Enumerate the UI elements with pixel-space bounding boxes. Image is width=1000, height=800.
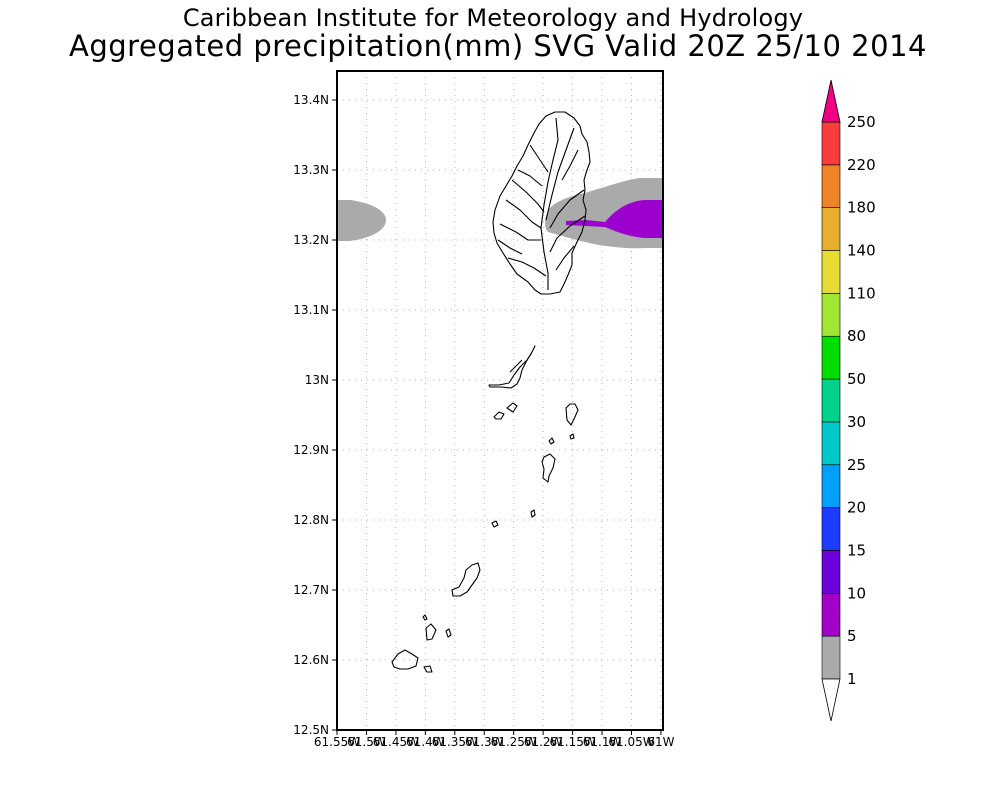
colorbar-label: 1 (847, 670, 857, 688)
colorbar-max-arrow (821, 79, 841, 123)
colorbar-segment (821, 593, 841, 637)
lat-label: 12.8N (293, 513, 329, 527)
island-canouan-east (565, 403, 579, 426)
colorbar-label: 15 (847, 541, 866, 559)
colorbar-segment (821, 635, 841, 680)
precip-area-light-west (337, 200, 386, 241)
lat-label: 12.9N (293, 443, 329, 457)
colorbar-label: 25 (847, 456, 866, 474)
island-st-vincent (492, 111, 591, 295)
lat-label: 13.1N (293, 303, 329, 317)
colorbar-segment (821, 293, 841, 337)
colorbar-segment (821, 121, 841, 166)
colorbar-label: 80 (847, 327, 866, 345)
islet-4 (530, 509, 536, 518)
island-carriacou (451, 562, 481, 597)
colorbar-min-arrow (821, 678, 841, 722)
islet-5 (445, 628, 452, 638)
island-petite-martinique (425, 623, 437, 641)
lon-label: 61.05W (608, 735, 654, 749)
colorbar-segment (821, 335, 841, 380)
islet-3 (491, 520, 499, 528)
lat-label: 12.7N (293, 583, 329, 597)
colorbar-segment (821, 421, 841, 466)
lon-label: 61.15W (549, 735, 595, 749)
lat-label: 12.5N (293, 723, 329, 737)
colorbar-segment (821, 378, 841, 423)
lon-label: 61W (647, 735, 674, 749)
lon-label: 61.55W (314, 735, 360, 749)
colorbar-segment (821, 250, 841, 294)
colorbar-label: 140 (847, 242, 876, 260)
lat-label: 13.4N (293, 93, 329, 107)
precip-area-moderate (566, 200, 663, 238)
colorbar-label: 20 (847, 499, 866, 517)
colorbar-segment (821, 464, 841, 508)
longitude-labels: 61.55W61.5W61.45W61.4W61.35W61.3W61.25W6… (314, 735, 675, 749)
lon-label: 61.1W (583, 735, 622, 749)
island-mustique-b (506, 402, 518, 413)
axis-ticks (332, 99, 662, 735)
colorbar-label: 180 (847, 199, 876, 217)
colorbar-label: 30 (847, 413, 866, 431)
colorbar-label: 110 (847, 284, 876, 302)
colorbar-label: 10 (847, 584, 866, 602)
lat-label: 12.6N (293, 653, 329, 667)
island-mustique-a (493, 411, 505, 420)
precip-layer (337, 178, 663, 249)
colorbar-label: 50 (847, 370, 866, 388)
lon-label: 61.2W (524, 735, 563, 749)
plot-frame (336, 70, 664, 731)
lon-label: 61.45W (373, 735, 419, 749)
island-canouan (541, 453, 556, 483)
colorbar-segment (821, 550, 841, 594)
colorbar-label: 220 (847, 156, 876, 174)
islet-7 (422, 614, 428, 621)
islet-1 (569, 433, 575, 440)
latitude-labels: 13.4N 13.3N 13.2N 13.1N 13N 12.9N 12.8N 12.7N 12… (293, 93, 329, 737)
map-gridlines (337, 71, 663, 730)
lon-label: 61.3W (465, 735, 504, 749)
lon-label: 61.25W (491, 735, 537, 749)
chart-subtitle: Aggregated precipitation(mm) SVG Valid 2… (69, 29, 927, 63)
lon-label: 61.4W (406, 735, 445, 749)
colorbar-segment (821, 207, 841, 251)
colorbar-segment (821, 164, 841, 208)
island-grenada-north (391, 649, 419, 670)
islet-2 (548, 437, 555, 445)
coastlines (391, 111, 591, 673)
island-bequia (488, 345, 536, 389)
colorbar-segment (821, 507, 841, 551)
chart-title: Caribbean Institute for Meteorology and … (182, 4, 804, 32)
lat-label: 13.2N (293, 233, 329, 247)
lat-label: 13N (305, 373, 329, 387)
lat-label: 13.3N (293, 163, 329, 177)
islet-6 (423, 665, 433, 673)
colorbar-label: 250 (847, 113, 876, 131)
lon-label: 61.5W (347, 735, 386, 749)
lon-label: 61.35W (432, 735, 478, 749)
colorbar-label: 5 (847, 627, 857, 645)
